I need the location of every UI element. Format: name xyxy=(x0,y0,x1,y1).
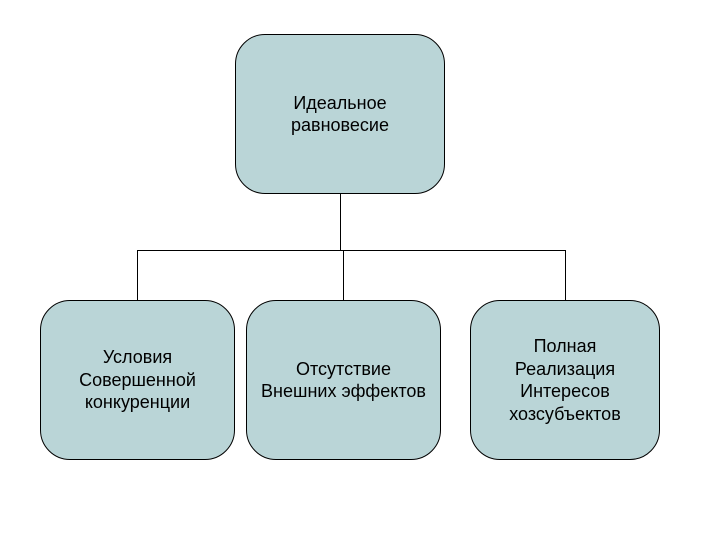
node-child-3-label: Полная Реализация Интересов хозсубъектов xyxy=(509,335,621,425)
node-child-1: Условия Совершенной конкуренции xyxy=(40,300,235,460)
connector-drop-3 xyxy=(565,250,566,300)
connector-drop-2 xyxy=(343,250,344,300)
node-child-3: Полная Реализация Интересов хозсубъектов xyxy=(470,300,660,460)
diagram-canvas: Идеальное равновесие Условия Совершенной… xyxy=(0,0,720,540)
connector-bus xyxy=(138,250,566,251)
node-root: Идеальное равновесие xyxy=(235,34,445,194)
connector-stem xyxy=(340,194,341,250)
node-child-2: Отсутствие Внешних эффектов xyxy=(246,300,441,460)
node-child-1-label: Условия Совершенной конкуренции xyxy=(79,346,196,414)
node-child-2-label: Отсутствие Внешних эффектов xyxy=(261,358,426,403)
connector-drop-1 xyxy=(137,250,138,300)
node-root-label: Идеальное равновесие xyxy=(291,92,389,137)
